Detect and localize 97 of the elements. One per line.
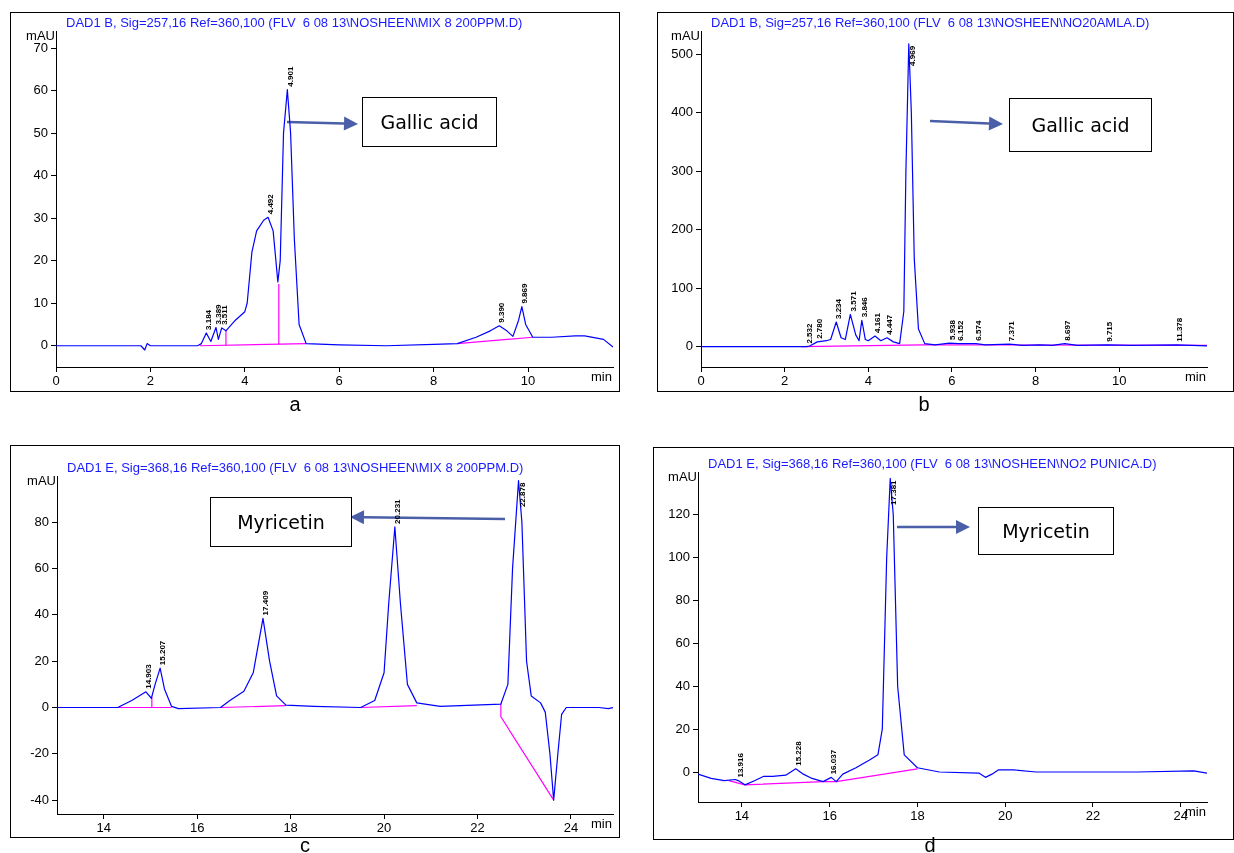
x-tick-label: 0 <box>697 373 705 389</box>
x-axis-title: min <box>591 816 612 832</box>
y-tick-label: 400 <box>671 104 693 120</box>
x-tick-label: 18 <box>283 820 298 836</box>
x-tick-label: 2 <box>781 373 789 389</box>
y-tick-label: 0 <box>41 699 49 715</box>
chart-title: DAD1 B, Sig=257,16 Ref=360,100 (FLV 6 08 13\NOSHEEN\NO20AMLA.D) <box>711 15 1150 31</box>
x-tick-label: 6 <box>335 373 343 389</box>
annotation: 17.409 <box>261 590 271 616</box>
x-tick-label: 22 <box>1085 808 1101 824</box>
annotation: 14.903 <box>144 663 154 689</box>
y-tick-label: -40 <box>30 791 49 807</box>
annotation: 15.228 <box>793 740 803 766</box>
annotation: Myricetin <box>210 497 352 547</box>
x-tick-label: 22 <box>470 820 485 836</box>
annotation: 15.207 <box>158 640 168 666</box>
annotation: 3.234 <box>834 298 844 320</box>
annotation: 4.969 <box>908 45 917 66</box>
y-tick-label: 10 <box>33 294 48 310</box>
y-tick-label: 100 <box>671 279 693 295</box>
annotation: Myricetin <box>978 507 1114 555</box>
annotation: 22.878 <box>517 482 527 508</box>
y-tick-label: 40 <box>34 606 49 622</box>
y-tick-label: 30 <box>33 209 48 225</box>
y-tick-label: 200 <box>671 221 693 237</box>
x-tick-label: 14 <box>734 808 750 824</box>
x-axis-title: min <box>1185 369 1206 385</box>
annotation: 8.697 <box>1062 320 1072 341</box>
y-tick-label: 300 <box>671 162 693 178</box>
x-tick-label: 8 <box>430 373 438 389</box>
y-tick-label: 100 <box>668 549 690 565</box>
x-tick-label: 2 <box>146 373 155 389</box>
y-tick-label: 0 <box>682 763 690 779</box>
x-tick-label: 18 <box>910 808 925 824</box>
y-tick-label: 60 <box>675 635 690 651</box>
x-tick-label: 20 <box>376 820 392 836</box>
annotation: 16.037 <box>829 749 839 775</box>
annotation: 6.574 <box>974 320 984 341</box>
x-tick-label: 4 <box>241 373 249 389</box>
y-tick-label: 20 <box>33 252 48 268</box>
y-tick-label: 80 <box>675 592 690 608</box>
annotation: 3.571 <box>848 290 858 312</box>
annotation: 5.938 <box>947 319 957 341</box>
chart-title: DAD1 B, Sig=257,16 Ref=360,100 (FLV 6 08 13\NOSHEEN\MIX 8 200PPM.D) <box>66 15 523 31</box>
text: d <box>924 834 936 853</box>
y-tick-label: 500 <box>671 45 693 61</box>
y-tick-label: 60 <box>33 82 48 98</box>
annotation: 6.152 <box>956 320 966 341</box>
y-tick-label: 0 <box>685 338 693 354</box>
y-tick-label: 80 <box>34 513 49 529</box>
annotation: 2.532 <box>805 322 815 344</box>
annotation: 3.846 <box>860 296 870 318</box>
x-tick-label: 0 <box>52 373 60 389</box>
x-tick-label: 10 <box>520 373 536 389</box>
y-tick-label: 20 <box>34 652 49 668</box>
annotation: 17.381 <box>889 479 899 505</box>
x-tick-label: 16 <box>822 808 837 824</box>
x-tick-label: 6 <box>948 373 956 389</box>
annotation: 3.184 <box>204 309 214 330</box>
annotation: 13.916 <box>736 752 746 778</box>
y-tick-label: 40 <box>33 167 48 183</box>
y-axis-title: mAU <box>27 473 56 489</box>
text: b <box>918 393 930 416</box>
annotation: 9.869 <box>520 283 530 304</box>
y-axis-title: mAU <box>668 469 697 485</box>
annotation: 4.447 <box>885 314 895 335</box>
chart-title: DAD1 E, Sig=368,16 Ref=360,100 (FLV 6 08 13\NOSHEEN\NO2 PUNICA.D) <box>708 456 1157 472</box>
x-tick-label: 24 <box>563 820 579 836</box>
x-tick-label: 16 <box>189 820 205 836</box>
y-tick-label: 50 <box>33 124 48 140</box>
y-tick-label: 60 <box>34 560 49 576</box>
annotation: 9.390 <box>497 302 507 323</box>
y-tick-label: 0 <box>40 337 48 353</box>
x-tick-label: 10 <box>1111 373 1127 389</box>
y-tick-label: -20 <box>30 745 49 761</box>
y-tick-label: 120 <box>668 506 690 522</box>
annotation: 2.780 <box>815 318 825 339</box>
annotation: 9.715 <box>1105 321 1115 342</box>
y-tick-label: 20 <box>675 720 690 736</box>
annotation: Gallic acid <box>1009 98 1152 152</box>
annotation: Gallic acid <box>362 97 497 147</box>
x-tick-label: 20 <box>997 808 1013 824</box>
text: a <box>289 393 301 416</box>
annotation: 7.371 <box>1007 320 1017 342</box>
x-tick-label: 4 <box>864 373 872 389</box>
x-tick-label: 14 <box>96 820 111 836</box>
y-tick-label: 40 <box>675 677 690 693</box>
y-axis-title: mAU <box>671 28 700 44</box>
annotation: 11.378 <box>1175 317 1185 342</box>
annotation: 4.492 <box>266 193 276 215</box>
x-axis-title: min <box>591 369 612 385</box>
annotation: 20.231 <box>393 498 403 524</box>
annotation: 4.901 <box>285 66 295 87</box>
annotation: 4.161 <box>873 312 883 334</box>
chart-title: DAD1 E, Sig=368,16 Ref=360,100 (FLV 6 08 13\NOSHEEN\MIX 8 200PPM.D) <box>67 460 524 476</box>
text: c <box>300 834 310 853</box>
x-tick-label: 8 <box>1031 373 1040 389</box>
